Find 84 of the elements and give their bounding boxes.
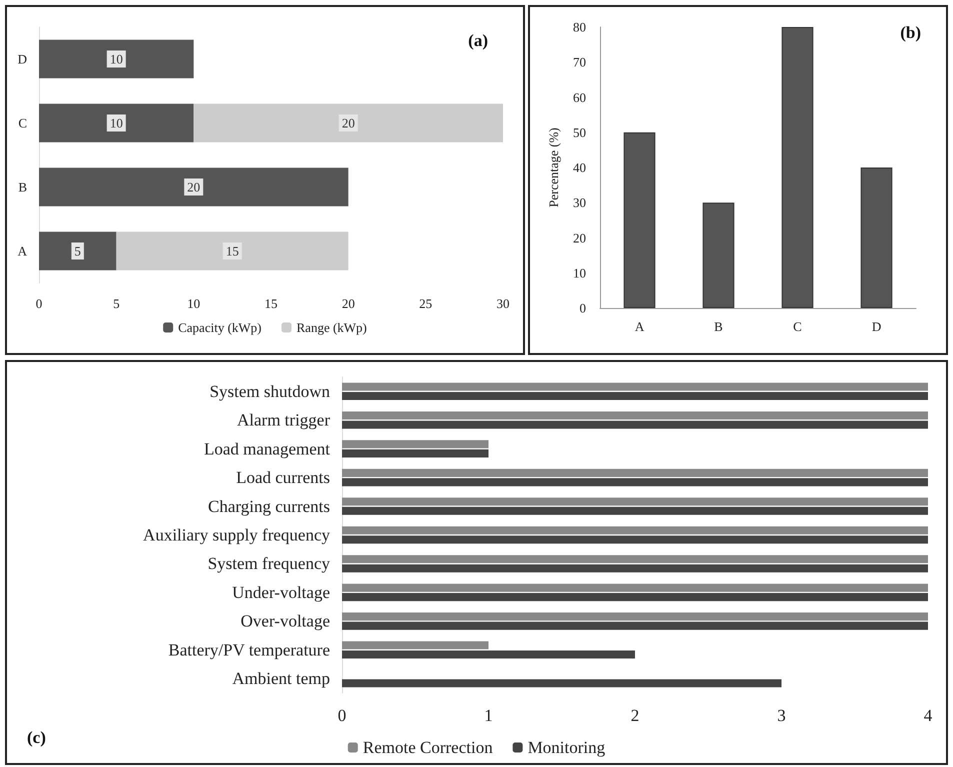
y-tick-label: 50 <box>573 124 586 140</box>
bar <box>342 641 488 650</box>
y-tick-label: Over-voltage <box>240 612 330 631</box>
y-tick-label: 60 <box>573 90 586 105</box>
bar <box>342 612 928 621</box>
x-tick-label: 1 <box>484 706 493 725</box>
bar <box>342 411 928 420</box>
data-label: 15 <box>226 244 239 258</box>
y-tick-label: 30 <box>573 195 586 210</box>
x-tick-label: 4 <box>924 706 933 725</box>
x-tick-label: 30 <box>496 296 510 311</box>
y-tick-label: Battery/PV temperature <box>168 640 330 660</box>
y-axis-title: Percentage (%) <box>546 128 561 208</box>
x-tick-label: 0 <box>36 296 42 311</box>
x-tick-label: 2 <box>630 706 640 725</box>
bar <box>782 27 814 308</box>
x-tick-label: 5 <box>113 296 120 311</box>
bar <box>342 584 928 592</box>
y-tick-label: Load currents <box>236 468 330 488</box>
legend-label: Range (kWp) <box>296 320 367 335</box>
y-tick-label: Under-voltage <box>232 582 330 602</box>
bar <box>342 564 928 572</box>
data-label: 10 <box>110 116 123 130</box>
bar <box>342 468 928 477</box>
bar <box>39 168 348 206</box>
x-tick-label: 3 <box>777 706 786 725</box>
bar <box>624 132 656 308</box>
y-tick-label: A <box>18 244 28 258</box>
y-tick-label: System frequency <box>208 554 330 574</box>
bar <box>342 449 488 458</box>
y-tick-label: Load management <box>204 439 330 458</box>
y-tick-label: Alarm trigger <box>237 410 330 430</box>
y-tick-label: 10 <box>573 265 586 280</box>
legend-label: Remote Correction <box>362 738 494 757</box>
bar <box>342 555 928 564</box>
data-label: 20 <box>187 180 200 194</box>
x-tick-label: 0 <box>338 706 346 725</box>
x-tick-label: 15 <box>264 296 278 311</box>
legend-label: Capacity (kWp) <box>178 320 262 335</box>
bar <box>342 506 928 515</box>
x-tick-label: 25 <box>419 296 432 311</box>
data-label: 5 <box>74 244 81 258</box>
text: (c) <box>27 728 46 747</box>
x-tick-label: 20 <box>342 296 355 311</box>
data-label: 20 <box>342 116 355 130</box>
y-tick-label: System shutdown <box>210 382 330 401</box>
x-tick-label: D <box>872 319 882 334</box>
y-tick-label: 40 <box>573 160 586 175</box>
bar <box>342 536 928 544</box>
bar <box>39 40 194 78</box>
bar <box>39 104 194 142</box>
bar <box>116 232 348 270</box>
legend-label: Monitoring <box>528 738 606 757</box>
y-tick-label: 20 <box>573 230 586 246</box>
y-tick-label: C <box>18 116 27 130</box>
bar <box>342 622 928 630</box>
chart-title: (b) <box>900 23 922 42</box>
x-tick-label: C <box>793 319 802 334</box>
bar <box>342 392 928 400</box>
chart-title: (a) <box>468 31 488 50</box>
x-tick-label: B <box>714 319 724 334</box>
bar <box>342 382 928 391</box>
bar <box>342 526 928 534</box>
bar <box>342 478 928 486</box>
bar <box>702 202 734 308</box>
y-tick-label: Ambient temp <box>232 669 330 688</box>
bar <box>342 420 928 429</box>
x-tick-label: A <box>634 319 645 334</box>
bar <box>342 440 488 448</box>
bar <box>39 232 116 270</box>
y-tick-label: Charging currents <box>208 496 330 516</box>
y-tick-label: 70 <box>573 54 586 70</box>
x-tick-label: 10 <box>187 296 200 311</box>
bar <box>342 650 635 659</box>
bar <box>860 168 892 308</box>
bar <box>194 104 503 142</box>
y-tick-label: Auxiliary supply frequency <box>143 526 330 544</box>
y-tick-label: D <box>18 52 27 66</box>
bar <box>342 593 928 602</box>
bar <box>342 679 782 688</box>
y-tick-label: 80 <box>573 20 586 34</box>
bar <box>342 498 928 506</box>
data-label: 10 <box>110 52 123 66</box>
y-tick-label: B <box>18 180 28 194</box>
